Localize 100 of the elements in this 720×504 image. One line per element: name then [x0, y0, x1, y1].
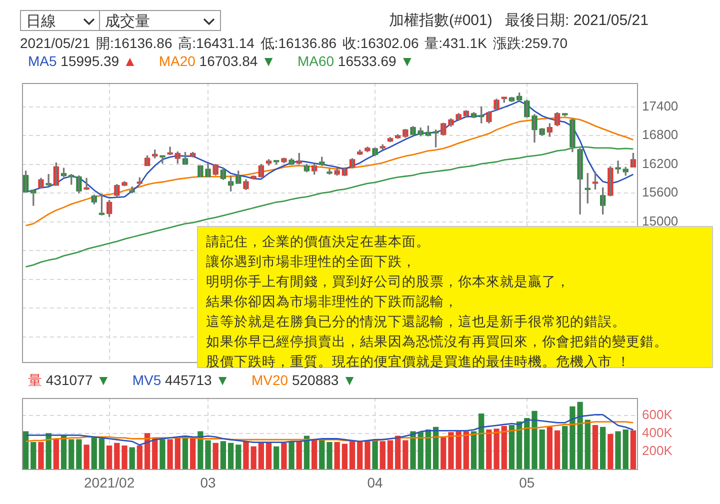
text: 加權指數(#001) [389, 11, 492, 30]
x-tick-label: 2021/02 [84, 474, 135, 490]
text: 431077 ▼ [44, 372, 110, 388]
bar [304, 436, 310, 469]
bar [425, 430, 432, 469]
bar [296, 441, 302, 469]
annotation: 明明你手上有閒錢，買到好公司的股票，你本來就是贏了， [206, 273, 571, 292]
text: 日線 [26, 12, 56, 31]
bar [395, 436, 401, 469]
bar [236, 444, 242, 469]
annotation: 結果你卻因為市場非理性的下跌而認輸， [206, 293, 459, 312]
bar [357, 442, 363, 469]
bar [326, 442, 332, 469]
y-tick-label: 15600 [642, 184, 678, 200]
bar [418, 432, 424, 469]
bar [608, 434, 614, 469]
bar [516, 422, 522, 469]
bar [174, 438, 180, 469]
bar [60, 434, 67, 469]
bar [508, 425, 515, 469]
bar [463, 431, 469, 469]
bar [524, 418, 530, 469]
bar [98, 438, 105, 469]
bar [228, 442, 234, 469]
y-tick-label: 16800 [642, 127, 678, 142]
bar [470, 431, 477, 469]
x-tick-label: 03 [200, 474, 216, 490]
text: MA20 [158, 53, 196, 69]
bar [364, 441, 370, 469]
text: MA60 [297, 53, 334, 69]
bar [136, 446, 143, 469]
bar [372, 440, 378, 469]
annotation: 股價下跌時，重質。現在的便宜價就是買進的最佳時機。危機入市 ！ [206, 353, 632, 372]
annotation: 這等於就是在勝負已分的情況下還認輸，這也是新手很常犯的錯誤。 [206, 313, 627, 332]
bar [190, 438, 196, 469]
y-tick-label: 600K [642, 407, 673, 422]
bar [144, 433, 150, 469]
bar [342, 444, 348, 469]
bar [122, 446, 128, 469]
bar [554, 430, 560, 469]
bar [38, 442, 44, 469]
text: 16533.69 ▼ [336, 53, 414, 69]
bar [68, 439, 74, 469]
bar [91, 438, 97, 469]
bar [84, 444, 90, 469]
bar [615, 431, 621, 469]
y-tick-label: 15000 [642, 213, 678, 228]
bar [584, 420, 590, 469]
bar [53, 439, 59, 469]
bar [220, 441, 226, 469]
text: 2021/05/21 開:16136.86 高:16431.14 低:16136.86 收:16302.06 量:431.1K 漲跌:259.70 [20, 35, 568, 53]
text: 最後日期: 2021/05/21 [505, 11, 648, 30]
text: MA5 [28, 53, 57, 69]
x-tick-label: 04 [367, 474, 384, 490]
annotation: 如果你早已經停損賣出，結果因為恐慌沒有再買回來，你會把錯的變更錯。 [206, 333, 669, 352]
bar [167, 439, 173, 469]
text: MV20 [252, 372, 288, 388]
bar [160, 439, 166, 469]
bar [622, 430, 628, 469]
bar [630, 430, 636, 469]
annotation: 讓你遇到市場非理性的全面下跌， [206, 253, 417, 272]
bar [592, 425, 598, 469]
text: 445713 ▼ [164, 372, 230, 388]
bar [319, 439, 325, 469]
bar [258, 442, 264, 469]
bar [478, 413, 484, 469]
text: 成交量 [105, 12, 150, 31]
bar [440, 438, 446, 469]
bar [600, 426, 606, 469]
bar [288, 442, 294, 469]
x-tick-label: 05 [519, 474, 535, 490]
bar [106, 446, 112, 469]
text: 量 [28, 372, 42, 388]
annotation: 請記住，企業的價值決定在基本面。 [206, 233, 431, 252]
bar [410, 431, 416, 469]
y-tick-label: 200K [642, 442, 673, 458]
text: 520883 ▼ [290, 372, 356, 388]
bar [22, 431, 29, 469]
text: 16703.84 ▼ [198, 53, 276, 69]
bar [311, 439, 318, 469]
bar [212, 442, 218, 469]
bar [432, 426, 439, 469]
bar [532, 410, 538, 469]
y-tick-label: 16200 [642, 156, 678, 171]
text: MV5 [132, 372, 162, 388]
bar [402, 440, 408, 469]
bar [76, 439, 82, 469]
bar [334, 442, 340, 469]
bar [274, 446, 280, 469]
bar [380, 441, 386, 469]
bar [266, 442, 272, 469]
y-tick-label: 400K [642, 424, 673, 440]
text: 15995.39 ▲ [60, 53, 137, 69]
bar [546, 426, 553, 469]
bar [129, 447, 135, 469]
bar [387, 440, 394, 469]
bar [114, 442, 120, 469]
bar [349, 441, 356, 469]
bar [46, 433, 52, 469]
y-tick-label: 17400 [642, 98, 678, 114]
